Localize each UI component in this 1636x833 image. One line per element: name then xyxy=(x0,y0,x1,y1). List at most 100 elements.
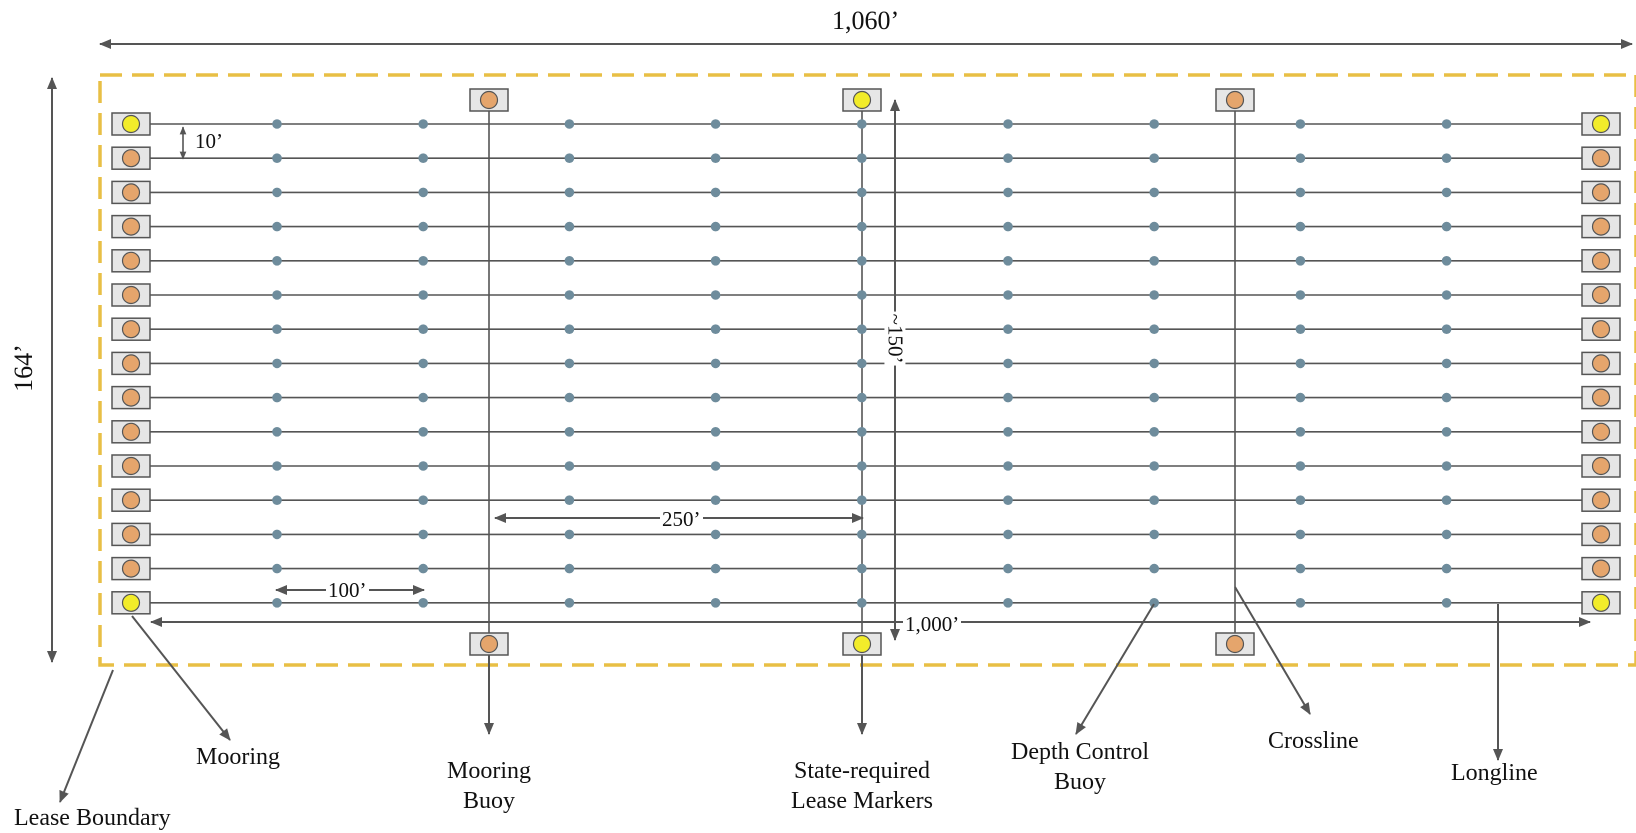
crossline-label: Crossline xyxy=(1268,728,1359,754)
depth-control-buoy xyxy=(1003,119,1013,129)
depth-control-buoy xyxy=(272,529,282,540)
depth-control-buoy xyxy=(857,255,867,266)
longline-length-label: 1,000’ xyxy=(903,612,962,636)
depth-control-buoy xyxy=(1441,427,1452,437)
depth-control-buoy xyxy=(1003,495,1013,506)
depth-control-buoy xyxy=(564,358,575,369)
approx-symbol: ~ xyxy=(883,313,908,325)
depth-control-buoy xyxy=(1149,153,1159,163)
lease-boundary-pointer xyxy=(59,669,114,803)
depth-control-buoy xyxy=(857,598,867,608)
depth-control-buoy xyxy=(1003,598,1013,608)
mooring-left-11 xyxy=(121,456,141,476)
mooring-right-2 xyxy=(1591,149,1611,168)
depth-control-buoy xyxy=(1149,358,1159,369)
depth-control-buoy xyxy=(418,461,429,471)
depth-control-buoy xyxy=(710,427,721,437)
depth-control-buoy xyxy=(857,563,867,574)
depth-control-buoy xyxy=(857,153,867,163)
depth-control-buoy xyxy=(1003,324,1013,335)
depth-control-buoy xyxy=(1003,290,1013,300)
depth-control-buoy xyxy=(1295,153,1306,163)
depth-control-buoy xyxy=(1003,461,1013,471)
depth-control-buoy xyxy=(1149,495,1159,506)
lease-marker xyxy=(121,593,141,612)
depth-control-buoy xyxy=(564,598,575,608)
depth-control-buoy xyxy=(564,529,575,540)
depth-control-buoy xyxy=(857,392,867,403)
depth-control-buoy xyxy=(857,187,867,198)
mooring-left-6 xyxy=(121,285,141,305)
depth-control-buoy xyxy=(564,255,575,266)
depth-control-buoy xyxy=(564,495,575,506)
depth-control-buoy xyxy=(710,563,721,574)
mooring-right-9 xyxy=(1591,388,1611,407)
depth-control-buoy xyxy=(857,495,867,506)
depth-control-buoy xyxy=(1441,187,1452,198)
depth-control-buoy xyxy=(272,427,282,437)
crossline-pointer xyxy=(1234,586,1311,715)
depth-control-buoy xyxy=(857,358,867,369)
depth-control-buoy xyxy=(1295,290,1306,300)
depth-control-buoy xyxy=(564,187,575,198)
depth-control-buoy xyxy=(272,358,282,369)
depth-control-buoy xyxy=(1295,324,1306,335)
mooring-right-10 xyxy=(1591,422,1611,441)
depth-control-buoy xyxy=(1295,221,1306,232)
depth-control-buoy xyxy=(272,221,282,232)
mooring-left-2 xyxy=(121,149,141,168)
depth-control-buoy xyxy=(1295,255,1306,266)
mooring-right-11 xyxy=(1591,456,1611,476)
depth-control-buoy xyxy=(1441,392,1452,403)
mooring-right-5 xyxy=(1591,251,1611,270)
depth-control-buoy xyxy=(1295,598,1306,608)
longline-grid xyxy=(111,88,1621,656)
depth-control-buoy xyxy=(564,563,575,574)
depth-control-buoy xyxy=(272,392,282,403)
lease-markers-label: State-required Lease Markers xyxy=(772,756,952,816)
depth-control-buoy xyxy=(272,495,282,506)
depth-control-buoy xyxy=(418,153,429,163)
depth-control-buoy xyxy=(1003,427,1013,437)
depth-control-buoy xyxy=(564,427,575,437)
mooring-left-9 xyxy=(121,388,141,407)
depth-control-buoy xyxy=(272,153,282,163)
mooring-left-13 xyxy=(121,525,141,544)
buoy-spacing-label: 100’ xyxy=(326,578,369,602)
depth-control-buoy xyxy=(1441,461,1452,471)
mooring-left-12 xyxy=(121,491,141,510)
depth-control-buoy xyxy=(710,392,721,403)
depth-control-buoy-pointer xyxy=(1075,603,1155,735)
depth-control-buoy-label: Depth Control Buoy xyxy=(990,737,1170,797)
depth-control-buoy xyxy=(1149,119,1159,129)
depth-control-buoy xyxy=(1441,153,1452,163)
depth-control-buoy xyxy=(857,221,867,232)
depth-control-buoy xyxy=(1441,255,1452,266)
crossline-spacing-label: 250’ xyxy=(660,507,703,531)
depth-control-buoy xyxy=(418,358,429,369)
depth-control-buoy xyxy=(418,187,429,198)
lease-marker xyxy=(852,90,872,110)
depth-control-buoy xyxy=(272,461,282,471)
mooring-pointer xyxy=(131,615,231,741)
lease-markers-label-line1: State-required xyxy=(794,758,930,784)
depth-control-buoy xyxy=(1003,255,1013,266)
crossline-mooring-buoy xyxy=(1225,634,1245,654)
depth-control-buoy xyxy=(1003,392,1013,403)
depth-control-buoy xyxy=(1295,495,1306,506)
mooring-right-3 xyxy=(1591,183,1611,202)
crossline-length-label: ~150’ xyxy=(883,311,908,366)
depth-control-buoy xyxy=(418,598,429,608)
depth-control-buoy xyxy=(564,221,575,232)
depth-control-buoy xyxy=(857,529,867,540)
depth-control-buoy xyxy=(1149,290,1159,300)
lease-marker xyxy=(852,634,872,654)
depth-control-buoy xyxy=(1149,427,1159,437)
crossline-mooring-buoy xyxy=(479,90,499,110)
depth-control-buoy xyxy=(857,290,867,300)
depth-control-buoy xyxy=(418,563,429,574)
depth-control-buoy xyxy=(418,324,429,335)
depth-control-buoy xyxy=(272,563,282,574)
mooring-right-12 xyxy=(1591,491,1611,510)
